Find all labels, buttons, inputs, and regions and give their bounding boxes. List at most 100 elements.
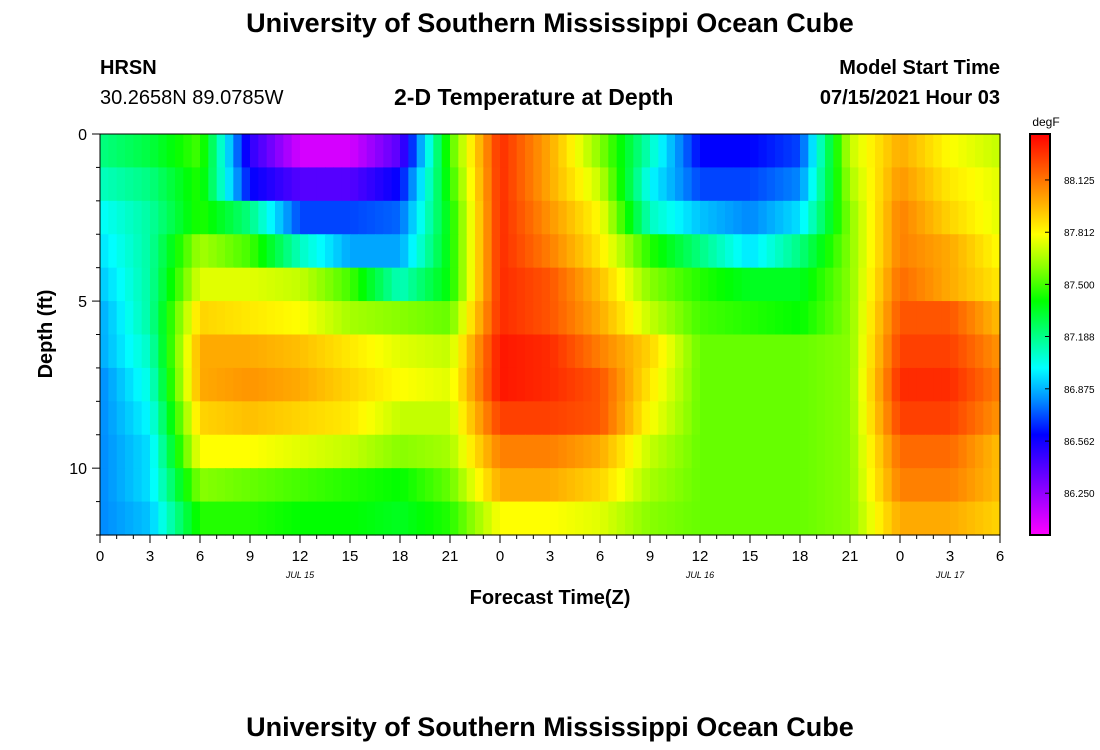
heatmap-cell [841, 234, 851, 269]
heatmap-cell [566, 234, 576, 269]
heatmap-cell [483, 167, 493, 202]
heatmap-cell [600, 367, 609, 402]
heatmap-cell [133, 468, 143, 503]
heatmap-cell [850, 434, 859, 469]
heatmap-cell [891, 167, 901, 202]
heatmap-cell [183, 234, 193, 269]
heatmap-cell [425, 367, 434, 402]
heatmap-cell [625, 468, 634, 503]
heatmap-cell [841, 501, 851, 536]
heatmap-cell [508, 200, 518, 235]
heatmap-cell [875, 200, 884, 235]
heatmap-cell [125, 301, 134, 336]
heatmap-cell [216, 301, 226, 336]
heatmap-cell [550, 401, 559, 436]
heatmap-cell [650, 234, 659, 269]
heatmap-cell [266, 401, 276, 436]
heatmap-cell [691, 334, 701, 369]
heatmap-cell [166, 200, 176, 235]
heatmap-cell [641, 301, 651, 336]
heatmap-cell [116, 134, 126, 169]
heatmap-cell [233, 468, 243, 503]
heatmap-cell [191, 301, 201, 336]
heatmap-cell [483, 234, 493, 269]
heatmap-cell [741, 367, 751, 402]
heatmap-cell [325, 134, 334, 169]
heatmap-cell [666, 267, 676, 302]
y-tick-label: 10 [69, 461, 87, 478]
heatmap-cell [266, 501, 276, 536]
heatmap-cell [883, 367, 893, 402]
heatmap-cell [716, 434, 726, 469]
heatmap-cell [375, 334, 384, 369]
colorbar-unit: degF [1032, 115, 1059, 129]
heatmap-cell [300, 134, 309, 169]
heatmap-cell [766, 301, 776, 336]
heatmap-cell [716, 301, 726, 336]
heatmap-cell [283, 334, 293, 369]
heatmap-cell [966, 401, 976, 436]
heatmap-cell [875, 267, 884, 302]
heatmap-cell [116, 267, 126, 302]
heatmap-cell [850, 167, 859, 202]
heatmap-cell [466, 134, 476, 169]
heatmap-cell [733, 301, 743, 336]
heatmap-cell [141, 234, 151, 269]
heatmap-cell [216, 367, 226, 402]
heatmap-cell [716, 134, 726, 169]
heatmap-cell [433, 367, 443, 402]
heatmap-cell [433, 167, 443, 202]
heatmap-cell [566, 267, 576, 302]
heatmap-cell [658, 334, 668, 369]
heatmap-cell [783, 301, 793, 336]
heatmap-cell [208, 501, 218, 536]
heatmap-cell [225, 434, 234, 469]
heatmap-cell [700, 434, 709, 469]
heatmap-cell [600, 434, 609, 469]
heatmap-cell [141, 134, 151, 169]
heatmap-cell [816, 167, 826, 202]
heatmap-cell [950, 134, 959, 169]
heatmap-cell [108, 401, 118, 436]
heatmap-cell [100, 234, 109, 269]
heatmap-cell [833, 267, 843, 302]
heatmap-cell [333, 301, 343, 336]
heatmap-cell [975, 501, 984, 536]
heatmap-cell [375, 267, 384, 302]
heatmap-cell [425, 501, 434, 536]
heatmap-cell [966, 167, 976, 202]
heatmap-cell [808, 434, 818, 469]
heatmap-cell [983, 200, 993, 235]
heatmap-cell [725, 468, 734, 503]
heatmap-cell [750, 134, 759, 169]
heatmap-cell [558, 434, 568, 469]
heatmap-cell [275, 468, 284, 503]
heatmap-cell [525, 267, 534, 302]
heatmap-cell [366, 267, 376, 302]
heatmap-cell [441, 200, 451, 235]
heatmap-cell [566, 301, 576, 336]
heatmap-cell [450, 401, 459, 436]
heatmap-cell [591, 167, 601, 202]
heatmap-cell [233, 367, 243, 402]
heatmap-cell [650, 401, 659, 436]
heatmap-cell [600, 234, 609, 269]
heatmap-cell [375, 134, 384, 169]
heatmap-cell [800, 501, 809, 536]
heatmap-cell [525, 200, 534, 235]
heatmap-cell [683, 367, 693, 402]
heatmap-cell [791, 401, 801, 436]
heatmap-cell [408, 468, 418, 503]
heatmap-cell [191, 167, 201, 202]
heatmap-cell [783, 401, 793, 436]
heatmap-cell [116, 301, 126, 336]
heatmap-cell [633, 234, 643, 269]
heatmap-cell [958, 167, 968, 202]
heatmap-cell [700, 501, 709, 536]
heatmap-cell [150, 501, 159, 536]
heatmap-cell [625, 501, 634, 536]
heatmap-cell [616, 367, 626, 402]
heatmap-cell [333, 334, 343, 369]
heatmap-cell [425, 301, 434, 336]
heatmap-cell [983, 367, 993, 402]
